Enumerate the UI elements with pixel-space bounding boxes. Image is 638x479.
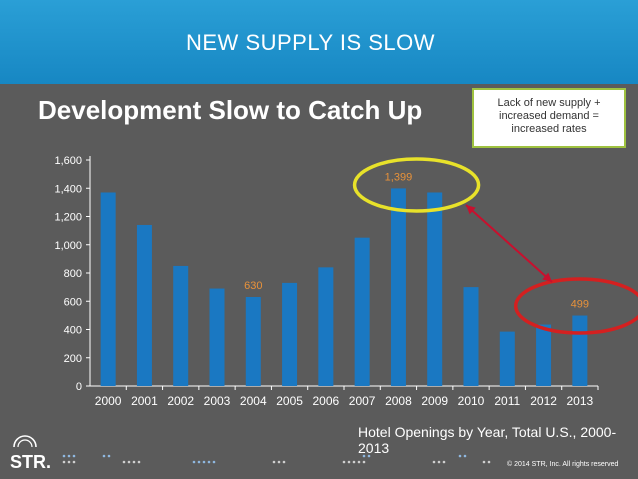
bar-2003 xyxy=(209,288,225,386)
x-tick-label: 2011 xyxy=(494,394,520,408)
str-logo-icon xyxy=(13,435,37,448)
highlight-circle-2012-2013 xyxy=(513,277,638,335)
x-tick-label: 2004 xyxy=(240,394,267,408)
bar-2012 xyxy=(536,324,552,386)
callout-box: Lack of new supply + increased demand = … xyxy=(472,88,626,148)
y-tick-label: 600 xyxy=(64,296,82,308)
slide-header: NEW SUPPLY IS SLOW xyxy=(0,0,638,84)
copyright-text: © 2014 STR, Inc. All rights reserved xyxy=(507,461,619,468)
y-tick-label: 1,600 xyxy=(54,155,82,167)
bar-2000 xyxy=(100,192,116,386)
data-label-2013: 499 xyxy=(571,299,589,311)
slide-title: NEW SUPPLY IS SLOW xyxy=(186,30,436,55)
bar-2009 xyxy=(427,192,443,386)
bar-2004 xyxy=(245,297,261,386)
y-tick-label: 200 xyxy=(64,353,82,365)
data-label-2004: 630 xyxy=(244,280,262,292)
connector-arrow xyxy=(465,204,553,283)
callout-line-1: Lack of new supply + xyxy=(497,97,601,109)
data-label-2008: 1,399 xyxy=(385,171,413,183)
y-tick-label: 0 xyxy=(76,381,82,393)
x-tick-label: 2012 xyxy=(530,394,557,408)
chart-caption: Hotel Openings by Year, Total U.S., 2000… xyxy=(358,424,617,456)
x-tick-label: 2000 xyxy=(95,394,122,408)
chart-title: Development Slow to Catch Up xyxy=(38,95,423,125)
x-tick-label: 2003 xyxy=(204,394,231,408)
y-tick-label: 800 xyxy=(64,268,82,280)
highlight-circle-2008-2009 xyxy=(352,157,481,213)
callout-line-2: increased demand = xyxy=(499,110,599,122)
bar-2008 xyxy=(390,188,406,386)
x-tick-label: 2001 xyxy=(131,394,158,408)
x-tick-label: 2006 xyxy=(313,394,340,408)
str-logo: STR. xyxy=(10,452,52,472)
callout-line-3: increased rates xyxy=(511,123,587,135)
y-tick-label: 1,200 xyxy=(54,212,82,224)
arrow-head xyxy=(542,272,552,282)
x-tick-label: 2005 xyxy=(276,394,303,408)
x-tick-label: 2010 xyxy=(458,394,485,408)
y-tick-label: 400 xyxy=(64,325,82,337)
decorative-dots xyxy=(62,454,491,464)
bar-2005 xyxy=(282,282,298,386)
bar-2013 xyxy=(572,315,588,386)
x-tick-label: 2007 xyxy=(349,394,376,408)
arrow-head xyxy=(466,205,476,215)
bar-2006 xyxy=(318,267,334,386)
bar-2001 xyxy=(136,224,152,386)
bar-2002 xyxy=(173,265,189,386)
y-tick-label: 1,000 xyxy=(54,240,82,252)
x-tick-label: 2009 xyxy=(421,394,448,408)
x-tick-label: 2008 xyxy=(385,394,412,408)
x-tick-label: 2013 xyxy=(567,394,594,408)
y-tick-label: 1,400 xyxy=(54,183,82,195)
bar-2011 xyxy=(499,331,515,386)
bar-2007 xyxy=(354,237,370,386)
bar-2010 xyxy=(463,287,479,386)
x-tick-label: 2002 xyxy=(167,394,194,408)
